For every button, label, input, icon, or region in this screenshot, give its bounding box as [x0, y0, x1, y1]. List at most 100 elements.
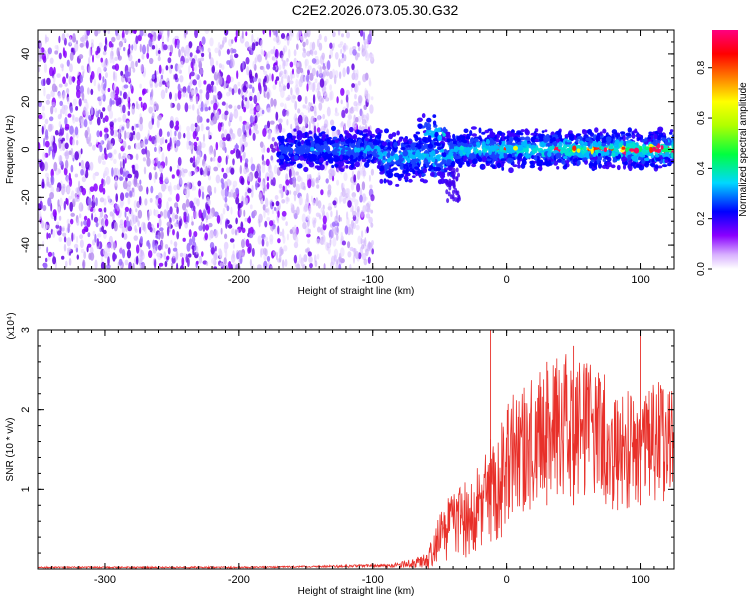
signal-mark — [286, 163, 291, 166]
signal-mark — [657, 128, 662, 133]
noise-mark — [285, 259, 288, 267]
signal-mark — [373, 140, 378, 146]
signal-mark — [279, 155, 284, 159]
noise-mark — [370, 223, 373, 228]
signal-mark — [577, 136, 583, 139]
signal-mark — [357, 130, 360, 135]
signal-mark — [486, 139, 490, 145]
signal-mark — [670, 129, 673, 132]
signal-mark — [410, 154, 413, 159]
noise-mark — [42, 152, 45, 160]
signal-mark — [437, 127, 441, 132]
noise-mark — [65, 124, 70, 129]
noise-mark — [295, 236, 298, 244]
noise-mark — [330, 90, 334, 100]
noise-mark — [324, 36, 327, 42]
noise-mark — [139, 196, 142, 205]
noise-mark — [80, 43, 84, 48]
noise-mark — [104, 128, 109, 133]
noise-mark — [197, 181, 201, 187]
noise-mark — [246, 57, 250, 64]
noise-mark — [352, 248, 357, 253]
noise-mark — [335, 52, 339, 60]
noise-mark — [309, 263, 313, 268]
noise-mark — [312, 199, 315, 205]
noise-mark — [43, 205, 47, 211]
noise-mark — [296, 87, 300, 95]
signal-mark — [335, 152, 339, 155]
noise-mark — [178, 90, 182, 100]
noise-mark — [186, 140, 189, 150]
noise-mark — [85, 161, 89, 170]
noise-mark — [111, 240, 114, 249]
noise-mark — [67, 198, 69, 205]
noise-mark — [102, 161, 106, 165]
noise-mark — [273, 46, 275, 54]
noise-mark — [316, 239, 321, 245]
noise-mark — [115, 177, 118, 187]
noise-mark — [90, 89, 93, 95]
signal-mark — [377, 165, 381, 169]
noise-mark — [195, 73, 198, 79]
noise-mark — [131, 105, 135, 115]
noise-mark — [264, 76, 267, 83]
signal-mark — [589, 164, 592, 169]
signal-mark — [476, 149, 479, 153]
signal-mark — [442, 152, 447, 157]
noise-mark — [45, 141, 50, 148]
noise-mark — [291, 94, 296, 103]
noise-mark — [209, 37, 213, 46]
noise-mark — [191, 221, 194, 226]
noise-mark — [224, 234, 227, 240]
noise-mark — [330, 120, 334, 126]
noise-mark — [122, 249, 125, 258]
top-xtick-label: -300 — [94, 274, 116, 286]
noise-mark — [149, 172, 152, 180]
noise-mark — [123, 47, 125, 51]
noise-mark — [245, 192, 247, 198]
noise-mark — [210, 57, 214, 67]
noise-mark — [152, 74, 156, 79]
noise-mark — [121, 38, 126, 43]
noise-mark — [59, 101, 63, 106]
noise-mark — [242, 136, 246, 142]
signal-mark — [637, 134, 642, 137]
noise-mark — [125, 210, 127, 218]
signal-mark — [625, 161, 629, 165]
noise-mark — [267, 92, 270, 100]
noise-mark — [232, 49, 236, 54]
noise-mark — [188, 171, 192, 177]
noise-mark — [101, 178, 104, 185]
noise-mark — [133, 177, 137, 187]
noise-mark — [170, 137, 172, 147]
noise-mark — [154, 228, 156, 233]
noise-mark — [167, 210, 170, 219]
signal-mark — [301, 140, 304, 145]
noise-mark — [155, 243, 158, 251]
noise-mark — [253, 114, 256, 121]
noise-mark — [154, 139, 157, 146]
noise-mark — [234, 144, 239, 149]
noise-mark — [326, 178, 329, 183]
noise-mark — [259, 193, 262, 198]
signal-mark — [520, 145, 524, 151]
noise-mark — [277, 226, 279, 235]
noise-mark — [101, 226, 104, 232]
noise-mark — [193, 63, 197, 72]
noise-mark — [158, 245, 162, 251]
noise-mark — [62, 227, 65, 231]
noise-mark — [245, 158, 248, 163]
signal-mark — [464, 129, 469, 134]
noise-mark — [249, 70, 252, 80]
noise-mark — [120, 161, 122, 168]
noise-mark — [186, 182, 190, 190]
signal-mark — [417, 118, 423, 123]
noise-mark — [77, 79, 81, 86]
noise-mark — [98, 84, 101, 91]
noise-mark — [165, 244, 168, 249]
noise-mark — [86, 40, 89, 48]
noise-mark — [367, 207, 371, 212]
signal-mark — [423, 168, 427, 173]
signal-mark — [600, 131, 603, 135]
noise-mark — [51, 175, 55, 185]
